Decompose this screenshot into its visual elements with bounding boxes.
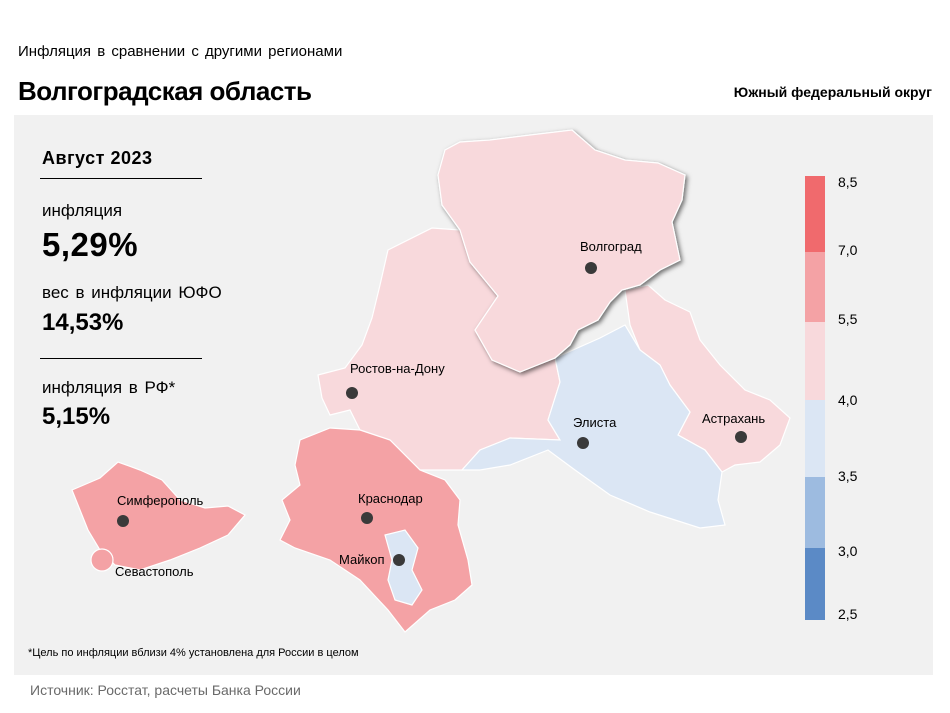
region-kalmykia[interactable] — [460, 324, 726, 529]
legend-tick-5-5: 5,5 — [838, 311, 858, 327]
legend-band-4-0-5-5 — [805, 322, 825, 400]
city-marker-krasnodar[interactable] — [361, 512, 373, 524]
page-title: Волгоградская область — [18, 76, 312, 106]
city-marker-maykop[interactable] — [393, 554, 405, 566]
city-marker-elista[interactable] — [577, 437, 589, 449]
source-note: Источник: Росстат, расчеты Банка России — [30, 682, 301, 698]
weight-label: вес в инфляции ЮФО — [42, 283, 222, 302]
divider-bottom — [40, 358, 202, 359]
legend-band-3-0-3-5 — [805, 477, 825, 548]
city-label-elista: Элиста — [573, 415, 617, 430]
region-volgograd[interactable] — [437, 129, 686, 373]
rf-inflation-label: инфляция в РФ* — [42, 378, 176, 397]
city-label-sevastopol: Севастополь — [115, 564, 194, 579]
region-crimea[interactable] — [71, 461, 246, 571]
city-marker-volgograd[interactable] — [585, 262, 597, 274]
city-marker-rostov[interactable] — [346, 387, 358, 399]
city-marker-astrakhan[interactable] — [735, 431, 747, 443]
city-label-simferopol: Симферополь — [117, 493, 204, 508]
legend-band-2-5-3-0 — [805, 548, 825, 620]
period-label: Август 2023 — [42, 148, 153, 168]
legend-band-3-5-4-0 — [805, 400, 825, 477]
city-label-maykop: Майкоп — [339, 552, 385, 567]
city-marker-simferopol[interactable] — [117, 515, 129, 527]
city-label-krasnodar: Краснодар — [358, 491, 423, 506]
city-label-rostov: Ростов-на-Дону — [350, 361, 445, 376]
region-adygea[interactable] — [384, 529, 423, 606]
district-label: Южный федеральный округ — [733, 84, 932, 100]
legend-tick-7-0: 7,0 — [838, 242, 858, 258]
legend-band-7-0-8-5 — [805, 176, 825, 252]
inflation-value: 5,29% — [42, 226, 139, 263]
legend-tick-2-5: 2,5 — [838, 606, 858, 622]
legend-tick-3-0: 3,0 — [838, 543, 858, 559]
rf-inflation-value: 5,15% — [42, 403, 111, 430]
divider-top — [40, 178, 202, 179]
subtitle: Инфляция в сравнении с другими регионами — [18, 43, 343, 60]
city-label-volgograd: Волгоград — [580, 239, 642, 254]
region-krasnodar[interactable] — [279, 427, 473, 633]
inflation-label: инфляция — [42, 201, 123, 220]
legend-tick-3-5: 3,5 — [838, 468, 858, 484]
weight-value: 14,53% — [42, 309, 124, 336]
footnote: *Цель по инфляции вблизи 4% установлена … — [28, 647, 359, 659]
region-sevastopol[interactable] — [90, 548, 114, 572]
city-label-astrakhan: Астрахань — [702, 411, 765, 426]
legend-tick-8-5: 8,5 — [838, 174, 858, 190]
legend-band-5-5-7-0 — [805, 252, 825, 322]
legend-tick-4-0: 4,0 — [838, 392, 858, 408]
